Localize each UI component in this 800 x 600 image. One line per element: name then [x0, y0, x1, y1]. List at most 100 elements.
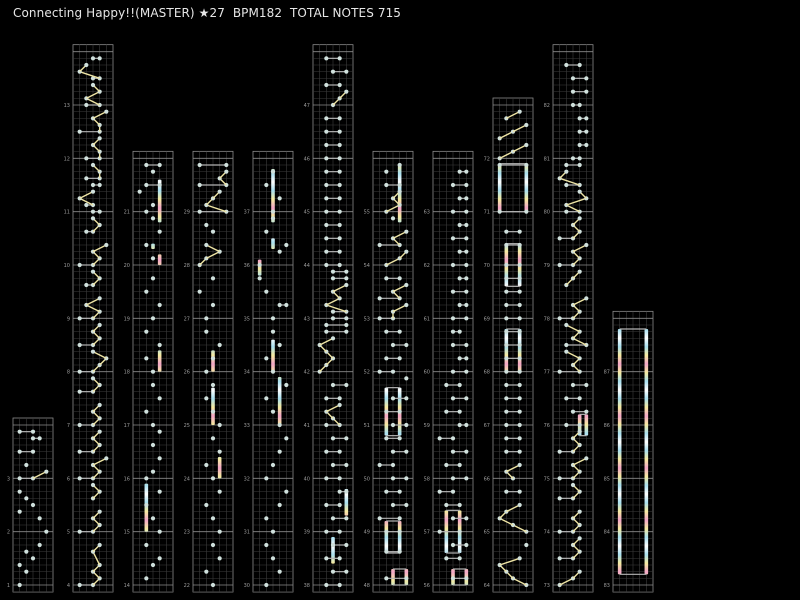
measure-number: 83: [604, 583, 610, 589]
hold-note: [344, 489, 349, 516]
tap-note: [570, 482, 576, 488]
tap-note: [557, 369, 562, 374]
tap-note: [217, 342, 222, 348]
tap-note: [464, 422, 469, 428]
tap-note: [337, 182, 342, 188]
tap-note: [264, 356, 269, 361]
tap-note: [524, 122, 529, 128]
tap-note: [504, 242, 509, 248]
total-notes-label: TOTAL NOTES 715: [289, 6, 402, 20]
tap-note: [504, 329, 509, 334]
tap-note: [564, 322, 569, 328]
tap-note: [457, 529, 462, 534]
tap-note: [464, 249, 469, 254]
measure-number: 18: [124, 370, 130, 376]
tap-note: [344, 282, 349, 288]
tap-note: [224, 169, 229, 174]
tap-note: [504, 489, 509, 494]
tap-note: [464, 542, 469, 548]
tap-note: [504, 382, 509, 388]
tap-note: [577, 142, 582, 148]
tap-note: [44, 529, 49, 534]
tap-note: [390, 216, 396, 221]
slide-line: [92, 351, 107, 359]
slide-line: [566, 204, 580, 213]
tap-note: [450, 476, 456, 481]
tap-note: [557, 236, 562, 241]
tap-note: [337, 249, 342, 254]
tap-note: [517, 229, 522, 234]
tap-note: [210, 409, 216, 414]
measure-number: 34: [244, 370, 250, 376]
measure-number: 8: [67, 370, 70, 376]
measure-number: 57: [424, 530, 430, 536]
tap-note: [104, 456, 109, 461]
tap-note: [90, 182, 96, 188]
tap-note: [397, 436, 402, 441]
tap-note: [557, 556, 562, 561]
tap-note: [577, 429, 582, 434]
measure-number: 32: [244, 476, 250, 482]
tap-note: [450, 516, 456, 521]
tap-note: [390, 449, 396, 454]
tap-note: [444, 409, 449, 414]
tap-note: [397, 189, 402, 194]
measure-number: 16: [124, 476, 130, 482]
tap-note: [97, 402, 102, 408]
tap-note: [584, 76, 589, 81]
tap-note: [397, 516, 402, 521]
tap-note: [157, 229, 162, 234]
tap-note: [344, 569, 349, 574]
tap-note: [84, 62, 89, 68]
tap-note: [77, 529, 82, 534]
tap-note: [457, 409, 462, 414]
slide-line: [506, 464, 520, 473]
tap-note: [277, 422, 282, 428]
tap-note: [570, 382, 576, 388]
tap-note: [444, 462, 449, 468]
tap-note: [97, 209, 102, 214]
tap-note: [337, 236, 342, 241]
measure-number: 65: [484, 530, 490, 536]
measure-number: 28: [184, 263, 190, 269]
measure-number: 60: [424, 370, 430, 376]
tap-note: [397, 409, 402, 414]
tap-note: [224, 162, 229, 168]
measure-number: 35: [244, 316, 250, 322]
tap-note: [150, 422, 156, 428]
tap-note: [337, 402, 342, 408]
hold-note: [391, 569, 395, 585]
tap-note: [264, 476, 269, 481]
tap-note: [150, 316, 156, 321]
tap-note: [344, 322, 349, 328]
measure-number: 52: [364, 370, 370, 376]
tap-note: [284, 242, 289, 248]
chart-column: 14 15 16 17 18 19 20 21: [124, 150, 174, 593]
tap-note: [284, 382, 289, 388]
tap-note: [330, 516, 336, 521]
tap-note: [570, 76, 576, 81]
tap-note: [464, 182, 469, 188]
tap-note: [344, 516, 349, 521]
tap-note: [324, 249, 329, 254]
tap-note: [577, 102, 582, 108]
tap-note: [97, 429, 102, 434]
tap-note: [397, 489, 402, 494]
tap-note: [150, 562, 156, 568]
tap-note: [457, 302, 462, 308]
hold-note: [271, 169, 275, 223]
tap-note: [324, 222, 329, 228]
slide-line: [392, 304, 407, 313]
measure-number: 85: [604, 476, 610, 482]
tap-note: [204, 369, 209, 374]
tap-note: [390, 422, 396, 428]
tap-note: [337, 169, 342, 174]
tap-note: [217, 449, 222, 454]
measure-number: 12: [64, 156, 70, 162]
measure-number: 7: [67, 423, 70, 429]
slide-line: [506, 504, 520, 513]
tap-note: [450, 329, 456, 334]
tap-note: [324, 56, 329, 61]
tap-note: [517, 436, 522, 441]
tap-note: [97, 542, 102, 548]
